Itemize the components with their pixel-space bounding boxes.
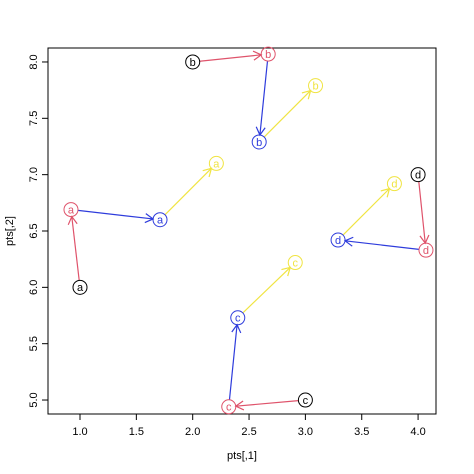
point <box>185 54 201 70</box>
arrow <box>259 60 269 136</box>
arrow <box>342 188 390 236</box>
point <box>221 399 237 415</box>
y-tick-label: 5.0 <box>28 392 40 407</box>
point <box>386 176 402 192</box>
point-label: c <box>303 395 309 407</box>
arrow <box>228 324 238 400</box>
y-axis-label: pts[,2] <box>4 216 16 246</box>
arrow <box>235 400 299 407</box>
y-tick-label: 8.0 <box>28 54 40 69</box>
point-label: d <box>415 170 421 182</box>
point <box>410 167 426 183</box>
point-label: c <box>235 313 241 325</box>
point-label: c <box>226 402 232 414</box>
point <box>251 134 267 150</box>
arrow <box>77 209 154 220</box>
point-label: d <box>423 245 429 257</box>
point-label: b <box>190 57 196 69</box>
point <box>230 310 246 326</box>
point <box>208 155 224 171</box>
point-label: b <box>312 81 318 93</box>
x-tick-label: 2.0 <box>185 426 200 438</box>
point-label: a <box>77 282 84 294</box>
point <box>72 279 88 295</box>
point-label: b <box>256 137 262 149</box>
x-tick-label: 1.0 <box>72 426 87 438</box>
x-tick-label: 3.5 <box>354 426 369 438</box>
arrow <box>242 266 291 314</box>
y-tick-label: 7.0 <box>28 167 40 182</box>
point <box>330 232 346 248</box>
point <box>297 392 313 408</box>
point <box>287 255 303 271</box>
point-label: a <box>213 158 220 170</box>
y-tick-label: 7.5 <box>28 111 40 126</box>
x-tick-label: 1.5 <box>129 426 144 438</box>
point <box>418 242 434 258</box>
point <box>63 202 79 218</box>
arrow <box>263 90 312 138</box>
arrow <box>199 54 262 62</box>
point <box>308 78 324 94</box>
point-label: d <box>391 179 397 191</box>
x-tick-label: 3.0 <box>298 426 313 438</box>
point-label: a <box>68 204 75 216</box>
arrow <box>164 167 212 216</box>
plot-frame <box>47 47 437 415</box>
arrow <box>71 216 80 281</box>
arrow <box>418 181 426 244</box>
point-label: b <box>265 49 271 61</box>
y-tick-label: 6.0 <box>28 280 40 295</box>
arrow <box>344 240 420 250</box>
point-label: d <box>335 235 341 247</box>
point <box>260 46 276 62</box>
point-label: a <box>157 215 164 227</box>
y-tick-label: 5.5 <box>28 336 40 351</box>
x-tick-label: 2.5 <box>241 426 256 438</box>
x-tick-label: 4.0 <box>410 426 425 438</box>
x-axis-label: pts[,1] <box>227 450 257 462</box>
y-tick-label: 6.5 <box>28 223 40 238</box>
point <box>152 212 168 228</box>
point-label: c <box>292 257 298 269</box>
